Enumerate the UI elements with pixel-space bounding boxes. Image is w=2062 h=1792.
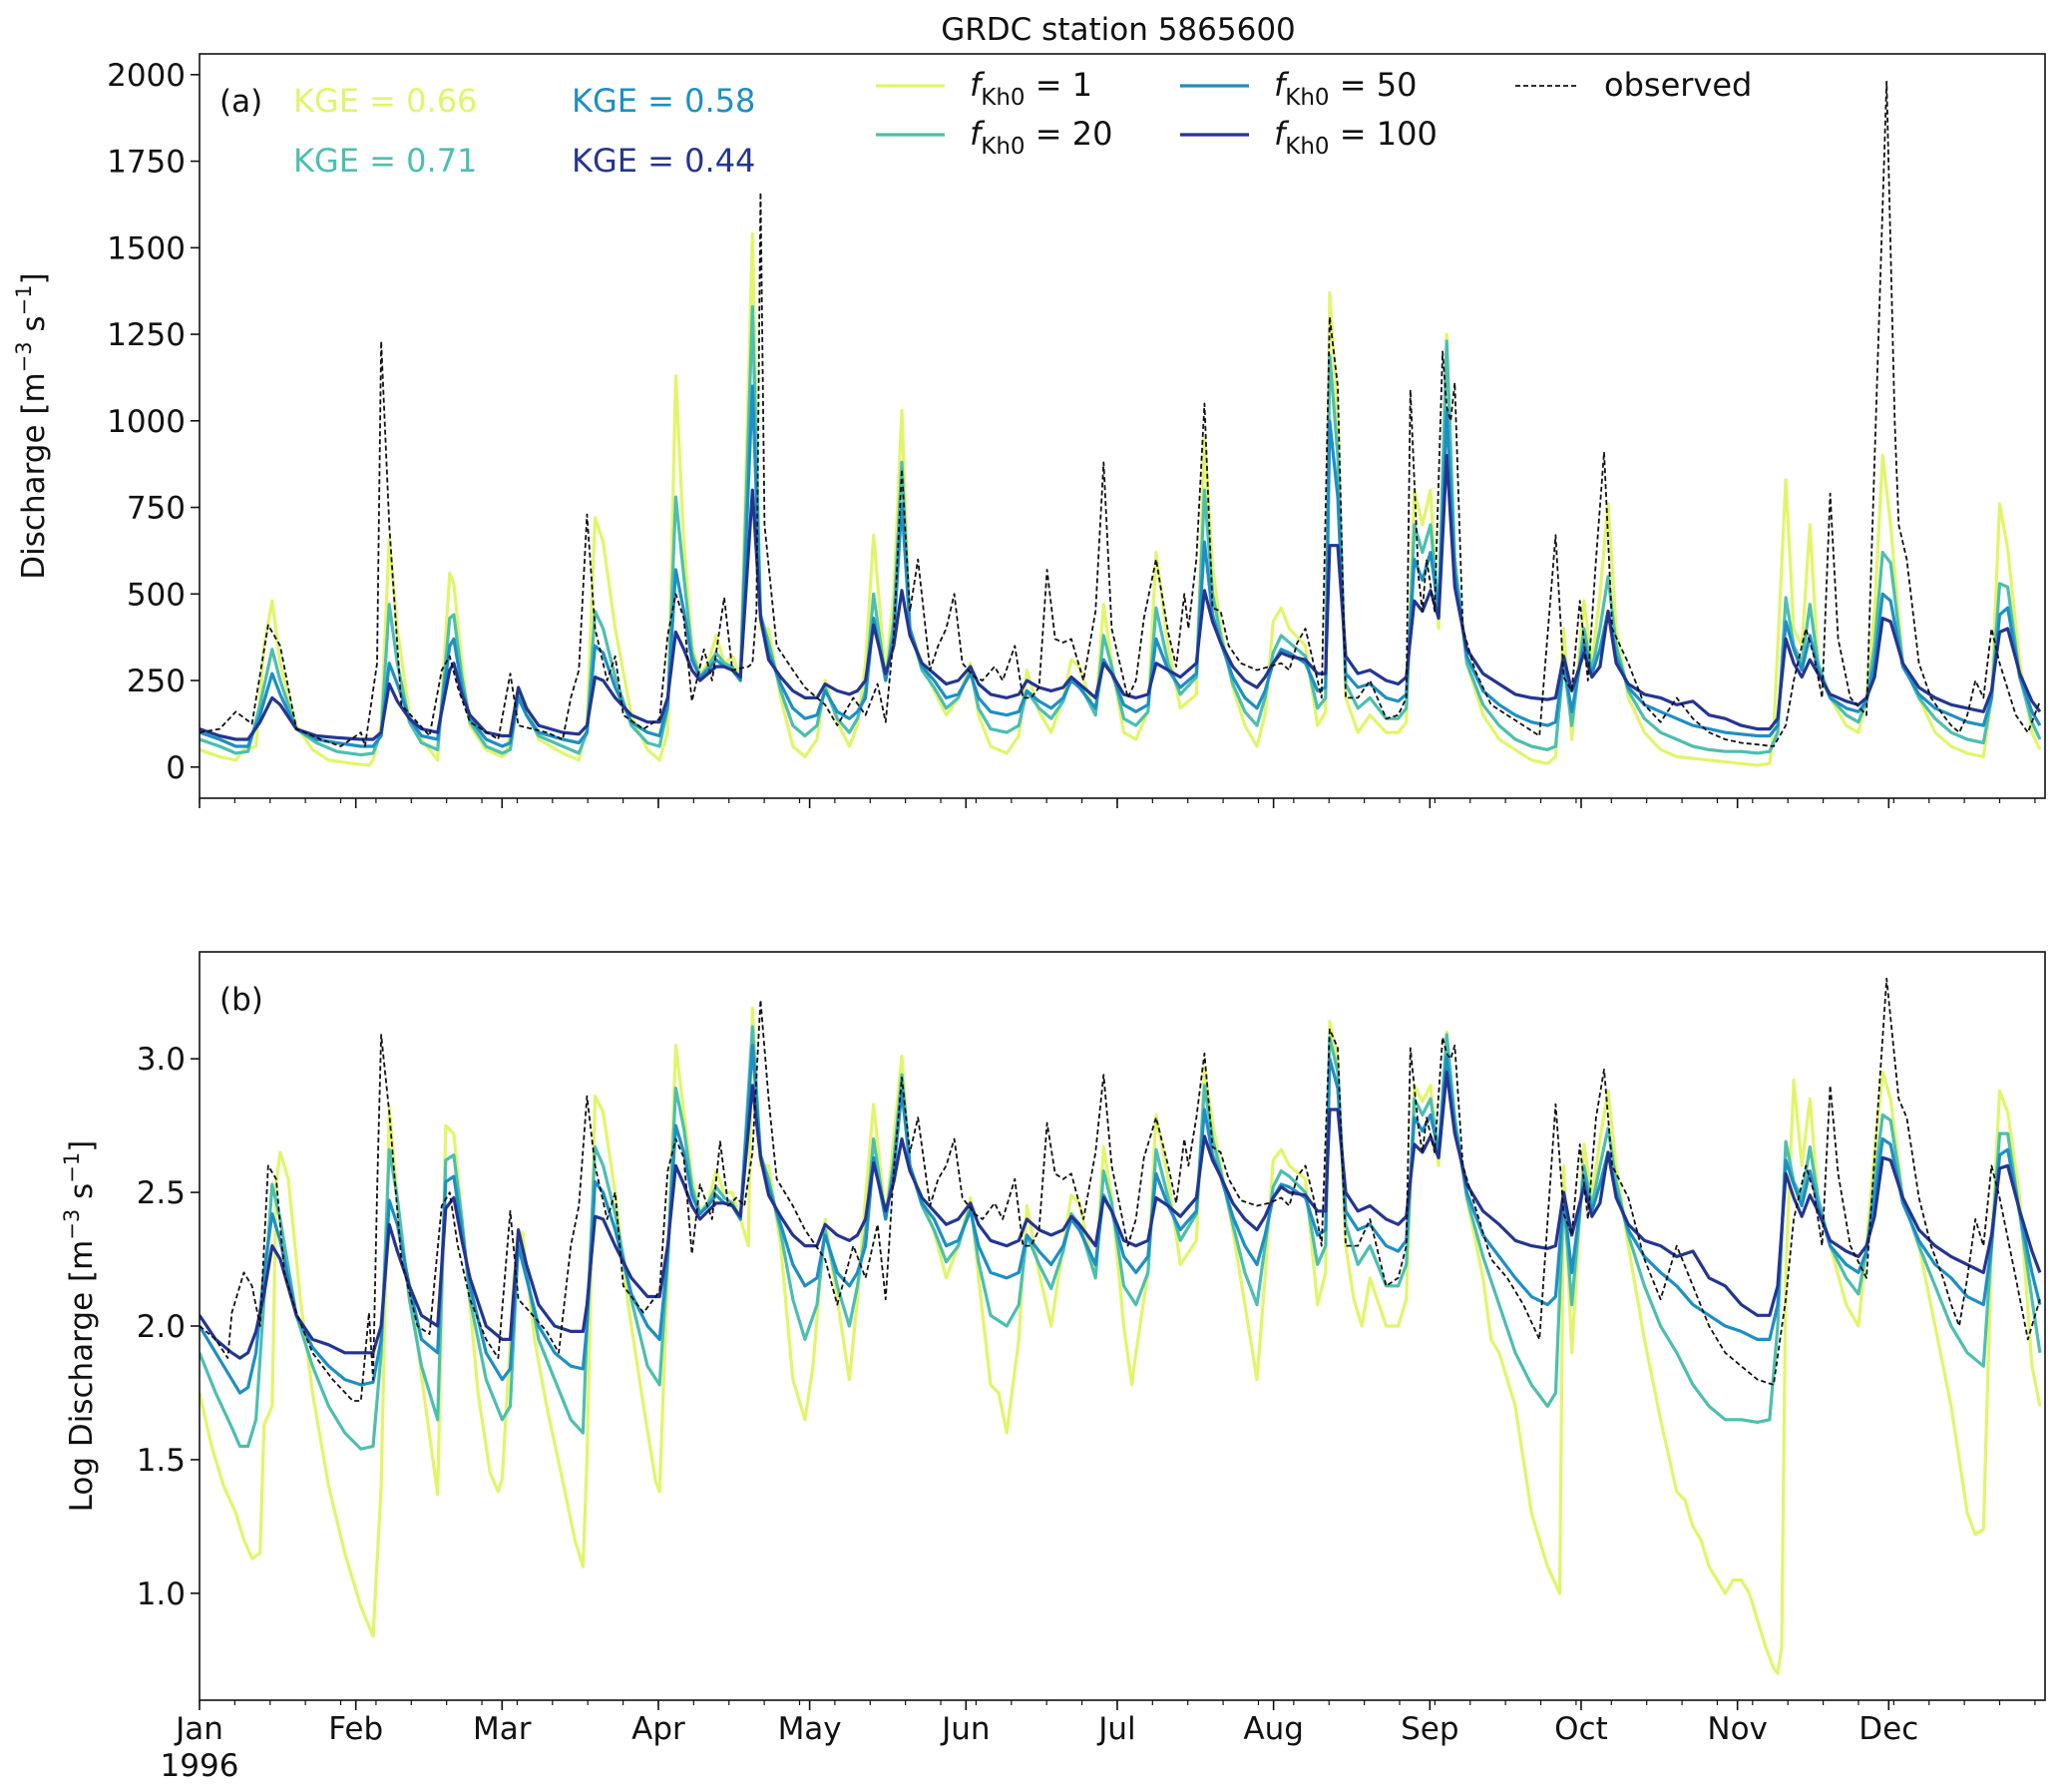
y-tick-label: 250 <box>127 664 186 699</box>
panel-label: (b) <box>219 982 263 1018</box>
y-tick-label: 0 <box>166 750 186 786</box>
series-group <box>200 80 2042 767</box>
kge-label-f20: KGE = 0.71 <box>293 142 477 180</box>
legend-label-observed: observed <box>1604 66 1752 104</box>
y-tick-label: 2.0 <box>137 1309 186 1345</box>
chart-title: GRDC station 5865600 <box>941 12 1296 48</box>
x-tick-label: Jan <box>174 1711 223 1747</box>
legend-label-f50: fKh0 = 50 <box>1274 66 1417 111</box>
kge-label-f1: KGE = 0.66 <box>293 82 477 120</box>
x-tick-label: Jul <box>1096 1711 1135 1747</box>
panel-b: 1.0 1.5 2.0 2.5 3.0 Jan Feb Mar Apr May Jun Jul Aug S… <box>60 951 2046 1784</box>
kge-labels: KGE = 0.66 KGE = 0.71 KGE = 0.58 KGE = 0.44 <box>293 82 755 180</box>
y-tick-label: 1.5 <box>137 1443 186 1479</box>
y-tick-label: 1500 <box>107 230 186 266</box>
y-tick-label: 3.0 <box>137 1042 186 1078</box>
y-axis-label: Discharge [m−3 s−1] <box>12 272 52 579</box>
x-tick-label: Mar <box>473 1711 532 1747</box>
y-tick-label: 500 <box>127 577 186 613</box>
series-f20-line <box>200 304 2042 757</box>
x-tick-label: Dec <box>1858 1711 1918 1747</box>
series-observed-line <box>200 80 2041 747</box>
series-f50-line <box>200 384 2042 748</box>
x-tick-label: Oct <box>1554 1711 1608 1747</box>
panel-label: (a) <box>219 84 262 120</box>
x-tick-label: Jun <box>940 1711 990 1747</box>
x-tick-label: May <box>778 1711 842 1747</box>
legend-label-f20: fKh0 = 20 <box>970 115 1112 160</box>
y-tick-label: 750 <box>127 491 186 527</box>
x-tick-label: Aug <box>1243 1711 1304 1747</box>
legend-label-f100: fKh0 = 100 <box>1274 115 1438 160</box>
y-tick-label: 1000 <box>107 404 186 440</box>
y-tick-label: 1750 <box>107 145 186 181</box>
y-tick-label: 1.0 <box>137 1576 186 1612</box>
y-tick-label: 1250 <box>107 317 186 353</box>
series-group <box>200 977 2042 1675</box>
y-axis-label: Log Discharge [m−3 s−1] <box>60 1140 100 1513</box>
x-tick-label: Feb <box>328 1711 383 1747</box>
panel-a: 0 250 500 750 1000 1250 1500 1750 2000 (a) Dischar… <box>12 53 2046 808</box>
series-f100-line <box>200 1070 2042 1360</box>
kge-label-f50: KGE = 0.58 <box>572 82 755 120</box>
x-tick-label: Nov <box>1707 1711 1768 1747</box>
y-tick-label: 2000 <box>107 58 186 94</box>
series-f100-line <box>200 453 2042 741</box>
y-tick-label: 2.5 <box>137 1175 186 1211</box>
year-label: 1996 <box>161 1748 239 1784</box>
kge-label-f100: KGE = 0.44 <box>572 142 755 180</box>
x-tick-label: Sep <box>1401 1711 1458 1747</box>
x-tick-label: Apr <box>631 1711 685 1747</box>
axes-frame <box>199 53 2046 799</box>
